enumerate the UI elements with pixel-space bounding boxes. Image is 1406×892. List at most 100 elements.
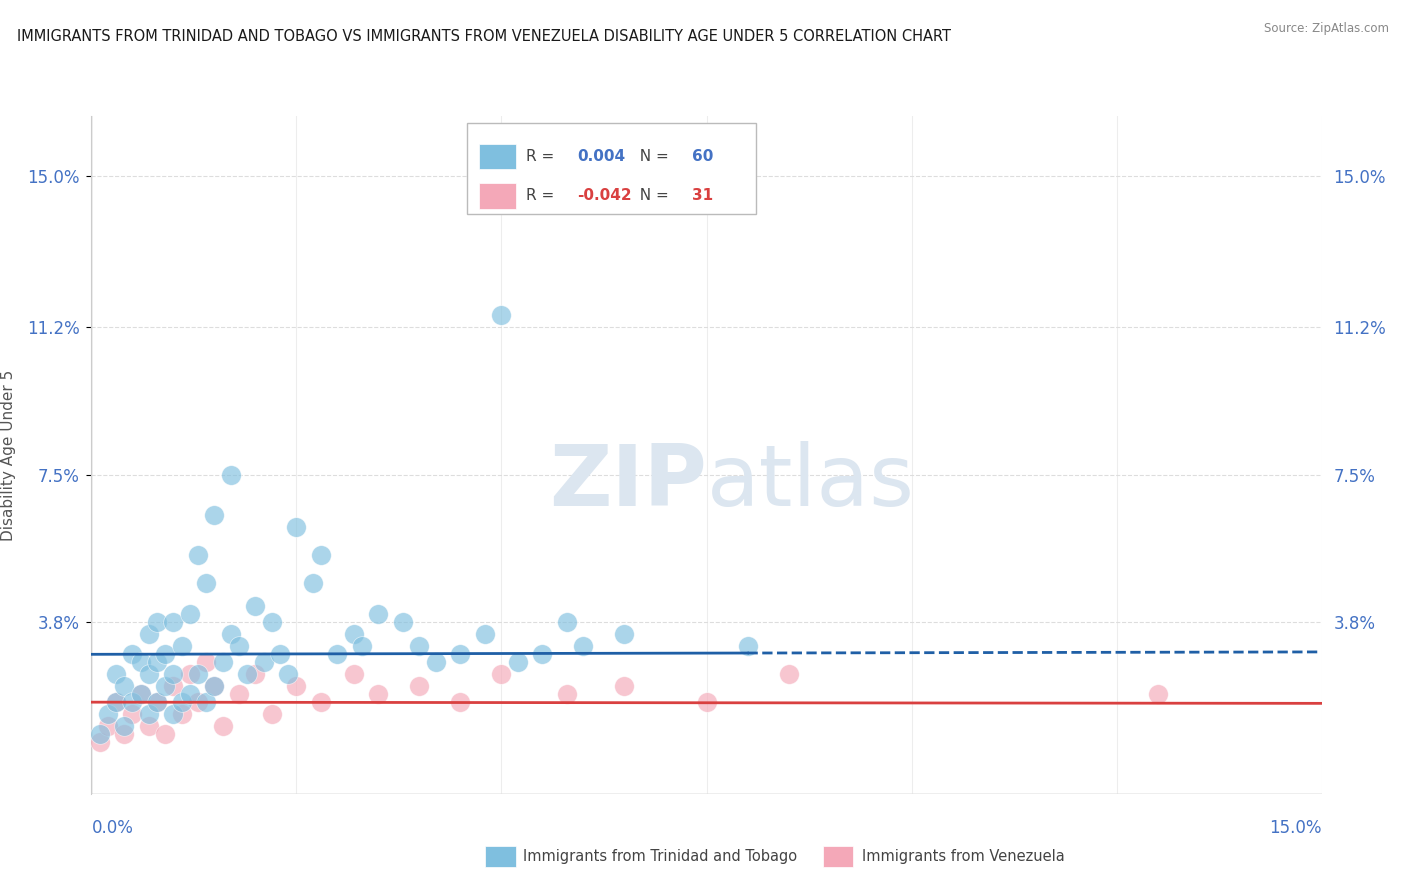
Point: [555, 687, 578, 701]
Text: Immigrants from Venezuela: Immigrants from Venezuela: [862, 849, 1064, 863]
Point: [277, 667, 299, 681]
Point: [138, 627, 160, 641]
Point: [105, 667, 127, 681]
Point: [195, 575, 218, 590]
Point: [778, 667, 800, 681]
Point: [187, 695, 209, 709]
Point: [228, 687, 250, 701]
Point: [695, 695, 717, 709]
Text: Immigrants from Trinidad and Tobago: Immigrants from Trinidad and Tobago: [523, 849, 797, 863]
Point: [285, 519, 308, 533]
Point: [195, 655, 218, 669]
Point: [195, 695, 218, 709]
Point: [202, 508, 225, 522]
Point: [129, 687, 152, 701]
Point: [491, 667, 513, 681]
Point: [737, 640, 759, 654]
Point: [309, 548, 332, 562]
Point: [153, 679, 177, 693]
Text: 15.0%: 15.0%: [1270, 819, 1322, 837]
Point: [121, 648, 143, 662]
Point: [408, 679, 430, 693]
Point: [301, 575, 323, 590]
Point: [97, 719, 120, 733]
Point: [187, 548, 209, 562]
Point: [202, 679, 225, 693]
Text: 31: 31: [692, 188, 713, 203]
Point: [105, 695, 127, 709]
Point: [260, 615, 283, 630]
Point: [285, 679, 308, 693]
Point: [129, 655, 152, 669]
Text: 0.0%: 0.0%: [91, 819, 134, 837]
Point: [219, 467, 242, 482]
Point: [506, 655, 529, 669]
Point: [153, 648, 177, 662]
Point: [89, 735, 111, 749]
Point: [105, 695, 127, 709]
Point: [260, 707, 283, 722]
Point: [326, 648, 349, 662]
Point: [367, 687, 389, 701]
Point: [367, 607, 389, 622]
Point: [245, 599, 267, 614]
Point: [228, 640, 250, 654]
Point: [97, 707, 120, 722]
Text: R =: R =: [526, 188, 558, 203]
Point: [352, 640, 374, 654]
Point: [179, 687, 201, 701]
Point: [1146, 687, 1168, 701]
Point: [170, 695, 193, 709]
Text: ZIP: ZIP: [548, 441, 706, 524]
Point: [179, 667, 201, 681]
Point: [269, 648, 291, 662]
Point: [309, 695, 332, 709]
Point: [170, 640, 193, 654]
Point: [531, 648, 554, 662]
Point: [162, 667, 184, 681]
Bar: [479, 183, 516, 209]
Point: [613, 679, 636, 693]
Point: [474, 627, 496, 641]
Point: [138, 667, 160, 681]
Point: [146, 655, 169, 669]
Point: [187, 667, 209, 681]
Point: [253, 655, 276, 669]
Bar: [479, 144, 516, 169]
Point: [613, 627, 636, 641]
Point: [202, 679, 225, 693]
Point: [449, 695, 471, 709]
Point: [211, 719, 233, 733]
Point: [153, 727, 177, 741]
Point: [236, 667, 259, 681]
Text: R =: R =: [526, 149, 558, 164]
Point: [211, 655, 233, 669]
Text: 0.004: 0.004: [578, 149, 626, 164]
Point: [112, 679, 135, 693]
Point: [170, 707, 193, 722]
Point: [146, 695, 169, 709]
Point: [89, 727, 111, 741]
Point: [343, 667, 366, 681]
Text: Source: ZipAtlas.com: Source: ZipAtlas.com: [1264, 22, 1389, 36]
Point: [121, 695, 143, 709]
Text: atlas: atlas: [706, 441, 914, 524]
FancyBboxPatch shape: [467, 123, 756, 214]
Text: 60: 60: [692, 149, 713, 164]
Point: [162, 707, 184, 722]
Point: [408, 640, 430, 654]
Point: [162, 615, 184, 630]
Point: [162, 679, 184, 693]
Point: [343, 627, 366, 641]
Point: [121, 707, 143, 722]
Point: [112, 727, 135, 741]
Point: [146, 615, 169, 630]
Text: N =: N =: [630, 149, 673, 164]
Point: [449, 648, 471, 662]
Point: [219, 627, 242, 641]
Point: [491, 309, 513, 323]
Point: [425, 655, 447, 669]
Text: -0.042: -0.042: [578, 188, 631, 203]
Text: IMMIGRANTS FROM TRINIDAD AND TOBAGO VS IMMIGRANTS FROM VENEZUELA DISABILITY AGE : IMMIGRANTS FROM TRINIDAD AND TOBAGO VS I…: [17, 29, 950, 44]
Text: N =: N =: [630, 188, 673, 203]
